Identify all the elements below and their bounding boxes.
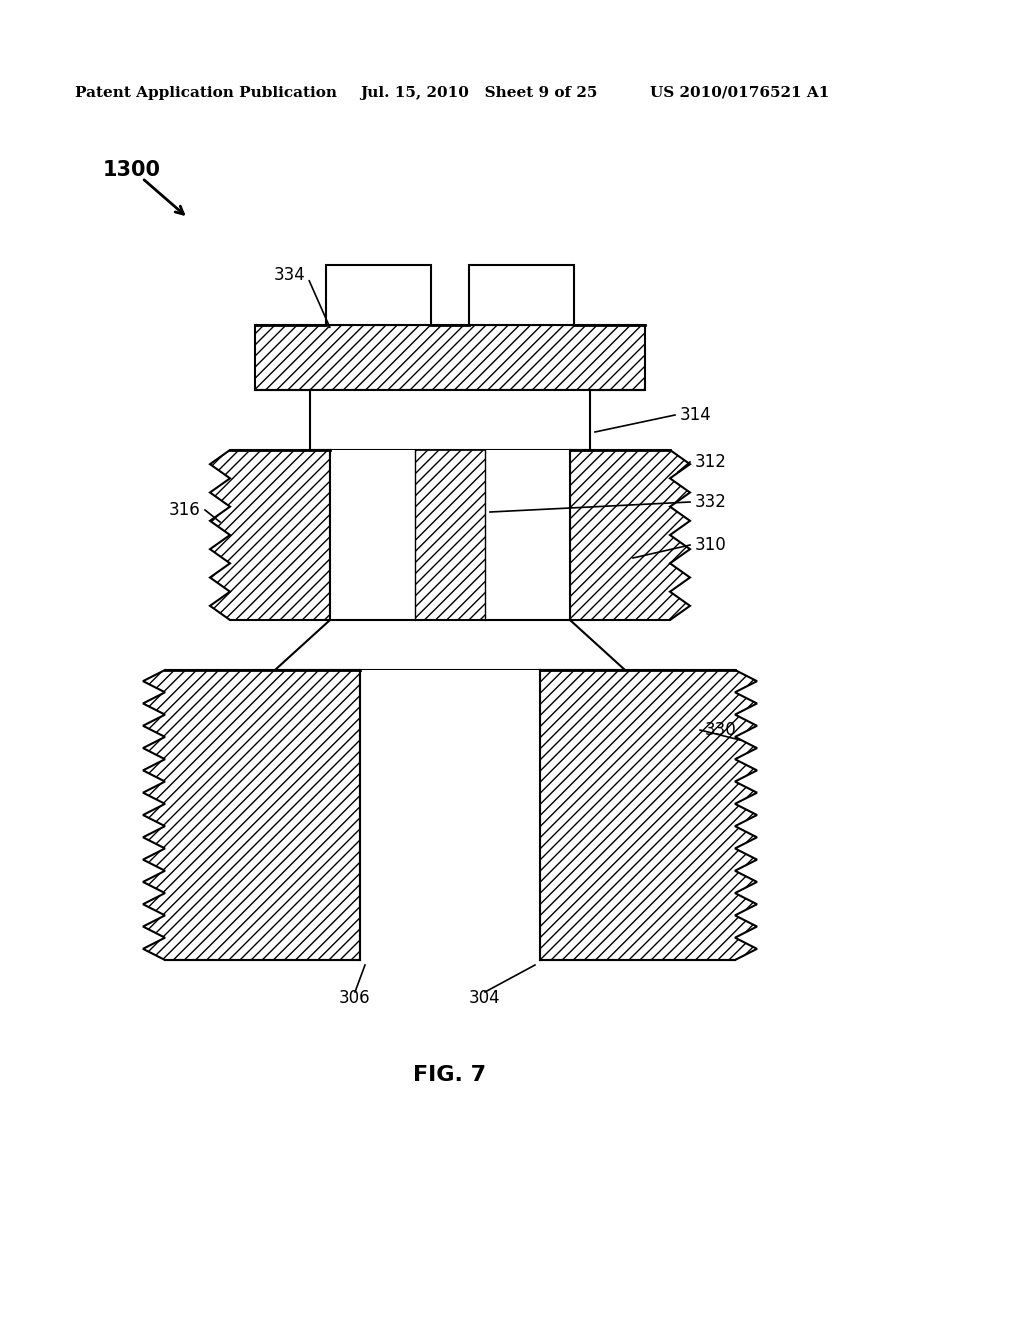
Text: 310: 310 (695, 536, 727, 554)
Polygon shape (210, 450, 330, 620)
Text: 334: 334 (273, 267, 305, 284)
Bar (360, 671, 540, 960)
Text: 312: 312 (695, 453, 727, 471)
Text: 330: 330 (705, 721, 736, 739)
Text: 304: 304 (469, 989, 501, 1007)
Bar (415, 450, 485, 620)
Text: US 2010/0176521 A1: US 2010/0176521 A1 (650, 86, 829, 100)
Text: 314: 314 (680, 407, 712, 424)
Bar (310, 389, 590, 450)
Text: 306: 306 (339, 989, 371, 1007)
Bar (485, 450, 570, 620)
Polygon shape (540, 671, 757, 960)
Text: 1300: 1300 (103, 160, 161, 180)
Text: 316: 316 (168, 502, 200, 519)
Bar (326, 265, 431, 325)
Text: Patent Application Publication: Patent Application Publication (75, 86, 337, 100)
Bar (255, 325, 645, 389)
Polygon shape (570, 450, 690, 620)
Polygon shape (143, 671, 360, 960)
Polygon shape (275, 620, 625, 671)
Bar (330, 450, 415, 620)
Bar (469, 265, 574, 325)
Text: FIG. 7: FIG. 7 (414, 1065, 486, 1085)
Text: Jul. 15, 2010   Sheet 9 of 25: Jul. 15, 2010 Sheet 9 of 25 (360, 86, 597, 100)
Text: 332: 332 (695, 492, 727, 511)
